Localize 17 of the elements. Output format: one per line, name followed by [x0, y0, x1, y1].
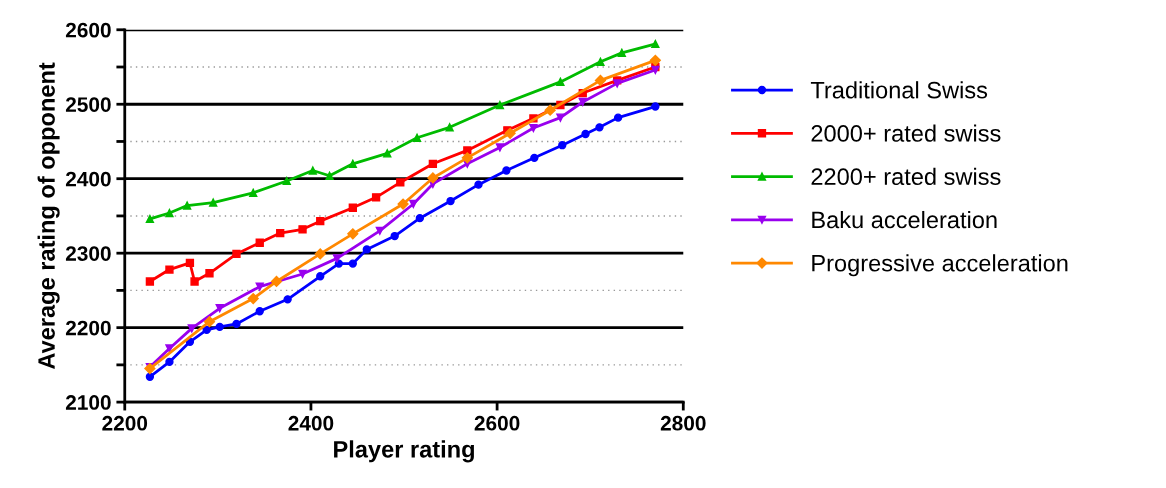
y-tick-label: 2100: [65, 395, 111, 410]
legend-label: Baku acceleration: [812, 210, 997, 229]
x-tick-label: 2600: [474, 415, 520, 431]
legend-label: 2000+ rated swiss: [811, 124, 1001, 142]
y-tick-label: 2300: [65, 246, 111, 261]
x-tick-label: 2800: [660, 415, 706, 431]
y-tick-label: 2500: [65, 97, 111, 112]
legend-label: Traditional Swiss: [810, 81, 988, 99]
legend-label: Progressive acceleration: [812, 254, 1068, 277]
y-tick-label: 2600: [65, 22, 111, 38]
y-tick-label: 2200: [65, 320, 111, 336]
x-axis-title: Player rating: [334, 440, 474, 463]
legend-label: 2200+ rated swiss: [811, 167, 1001, 186]
x-tick-label: 2400: [288, 415, 334, 431]
x-tick-label: 2200: [102, 415, 148, 431]
y-tick-label: 2400: [65, 171, 111, 187]
y-axis-title: Average rating of opponent: [37, 62, 60, 370]
